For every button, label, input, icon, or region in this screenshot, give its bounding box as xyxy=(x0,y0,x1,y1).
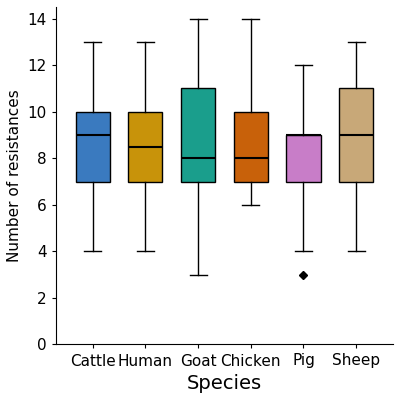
X-axis label: Species: Species xyxy=(187,374,262,393)
PathPatch shape xyxy=(234,112,268,182)
Y-axis label: Number of resistances: Number of resistances xyxy=(7,89,22,262)
PathPatch shape xyxy=(339,88,373,182)
PathPatch shape xyxy=(76,112,110,182)
PathPatch shape xyxy=(286,135,320,182)
PathPatch shape xyxy=(128,112,162,182)
PathPatch shape xyxy=(181,88,215,182)
